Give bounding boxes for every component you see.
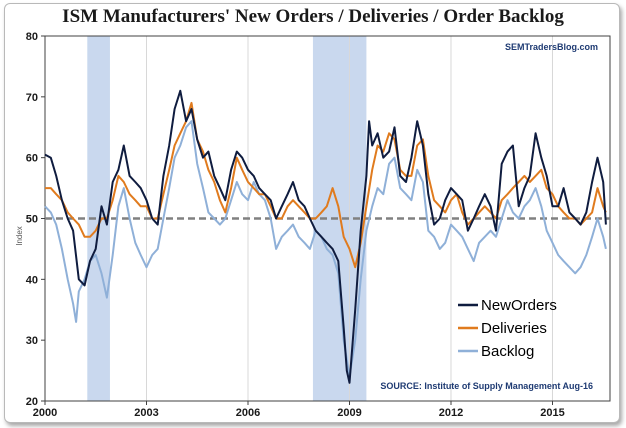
series-lines bbox=[44, 89, 607, 384]
source-note: SOURCE: Institute of Supply Management A… bbox=[380, 381, 593, 391]
watermark-text: SEMTradersBlog.com bbox=[505, 42, 598, 52]
recession-band-1 bbox=[87, 36, 110, 401]
x-axis-ticks: 2000 2003 2006 2009 2012 2015 bbox=[33, 401, 565, 419]
legend: NewOrders Deliveries Backlog bbox=[458, 297, 557, 360]
y-tick-label-50: 50 bbox=[26, 214, 38, 226]
y-tick-label-60: 60 bbox=[26, 153, 38, 165]
x-tick-label-2015: 2015 bbox=[540, 407, 564, 419]
x-tick-label-2006: 2006 bbox=[236, 407, 260, 419]
y-tick-label-20: 20 bbox=[26, 396, 38, 408]
x-tick-label-2003: 2003 bbox=[134, 407, 158, 419]
legend-label-backlog: Backlog bbox=[481, 343, 534, 360]
series-line-deliveries bbox=[45, 101, 607, 269]
y-tick-label-30: 30 bbox=[26, 335, 38, 347]
y-axis-ticks: 20 30 40 50 60 70 80 bbox=[26, 31, 45, 408]
series-line-neworders bbox=[44, 89, 607, 384]
chart-title: ISM Manufacturers' New Orders / Deliveri… bbox=[62, 6, 564, 27]
y-tick-label-40: 40 bbox=[26, 274, 38, 286]
legend-label-deliveries: Deliveries bbox=[481, 320, 547, 337]
x-tick-label-2009: 2009 bbox=[337, 407, 361, 419]
x-tick-label-2012: 2012 bbox=[439, 407, 463, 419]
series-line-backlog bbox=[44, 120, 607, 378]
y-tick-label-70: 70 bbox=[26, 92, 38, 104]
y-tick-label-80: 80 bbox=[26, 31, 38, 43]
x-tick-label-2000: 2000 bbox=[33, 407, 57, 419]
legend-label-neworders: NewOrders bbox=[481, 297, 557, 314]
y-axis-label: Index bbox=[15, 226, 24, 246]
